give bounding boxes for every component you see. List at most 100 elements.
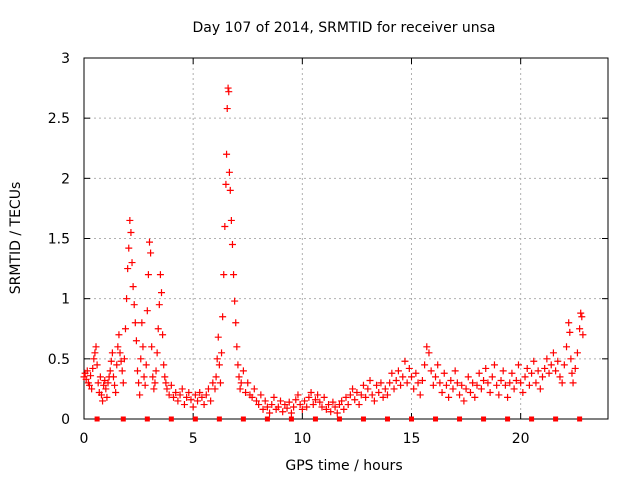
data-point <box>329 398 337 406</box>
data-point <box>568 369 576 377</box>
data-point <box>316 398 324 406</box>
data-point <box>198 393 206 401</box>
data-point <box>93 361 101 369</box>
data-point <box>566 328 574 336</box>
data-point <box>219 313 227 321</box>
data-point <box>227 216 235 224</box>
data-point <box>309 401 317 409</box>
axis-marker <box>505 416 511 422</box>
data-point <box>403 379 411 387</box>
data-point <box>368 391 376 399</box>
data-point <box>121 325 129 333</box>
axis-markers <box>94 416 583 422</box>
data-point <box>388 369 396 377</box>
data-points <box>80 84 587 417</box>
data-point <box>283 404 291 412</box>
data-point <box>135 379 143 387</box>
data-point <box>543 355 551 363</box>
data-point <box>525 381 533 389</box>
data-point <box>366 376 374 384</box>
axis-marker <box>94 416 100 422</box>
x-tick-label: 5 <box>189 431 198 447</box>
data-point <box>133 367 141 375</box>
data-point <box>214 333 222 341</box>
data-point <box>392 376 400 384</box>
data-point <box>131 319 139 327</box>
data-point <box>221 222 229 230</box>
data-point <box>449 385 457 393</box>
data-point <box>259 405 267 413</box>
data-point <box>377 379 385 387</box>
data-point <box>386 379 394 387</box>
data-point <box>451 367 459 375</box>
data-point <box>132 337 140 345</box>
data-point <box>223 105 231 113</box>
data-point <box>152 367 160 375</box>
data-point <box>344 401 352 409</box>
data-point <box>187 396 195 404</box>
data-point <box>305 393 313 401</box>
axis-marker <box>264 416 270 422</box>
data-point <box>301 397 309 405</box>
data-point <box>466 389 474 397</box>
data-point <box>314 391 322 399</box>
data-point <box>554 357 562 365</box>
data-point <box>250 385 258 393</box>
data-point <box>129 283 137 291</box>
data-point <box>495 391 503 399</box>
data-point <box>196 389 204 397</box>
data-point <box>436 379 444 387</box>
axis-marker <box>553 416 559 422</box>
data-point <box>270 393 278 401</box>
data-point <box>453 379 461 387</box>
x-tick-label: 10 <box>293 431 311 447</box>
data-point <box>266 409 274 417</box>
data-point <box>124 265 132 273</box>
data-point <box>274 403 282 411</box>
data-point <box>136 391 144 399</box>
data-point <box>442 381 450 389</box>
data-point <box>488 373 496 381</box>
data-point <box>560 361 568 369</box>
data-point <box>292 396 300 404</box>
data-point <box>379 393 387 401</box>
data-point <box>565 319 573 327</box>
data-point <box>287 409 295 417</box>
y-tick-label: 0.5 <box>48 352 70 368</box>
data-point <box>370 397 378 405</box>
data-point <box>318 403 326 411</box>
data-point <box>311 396 319 404</box>
data-point <box>139 343 147 351</box>
data-point <box>87 372 95 380</box>
data-point <box>216 379 224 387</box>
data-point <box>434 361 442 369</box>
data-point <box>90 355 98 363</box>
data-point <box>174 397 182 405</box>
data-point <box>541 364 549 372</box>
data-point <box>167 381 175 389</box>
data-point <box>115 331 123 339</box>
data-point <box>215 361 223 369</box>
data-point <box>261 397 269 405</box>
data-point <box>279 408 287 416</box>
data-point <box>143 307 151 315</box>
data-point <box>194 397 202 405</box>
data-point <box>425 349 433 357</box>
data-point <box>126 216 134 224</box>
data-point <box>154 325 162 333</box>
data-point <box>331 403 339 411</box>
data-point <box>577 309 585 317</box>
data-point <box>530 357 538 365</box>
data-point <box>410 385 418 393</box>
data-point <box>138 319 146 327</box>
axis-marker <box>216 416 222 422</box>
data-point <box>397 381 405 389</box>
data-point <box>281 401 289 409</box>
axis-marker <box>120 416 126 422</box>
data-point <box>228 241 236 249</box>
data-point <box>233 343 241 351</box>
data-point <box>458 381 466 389</box>
data-point <box>558 379 566 387</box>
data-point <box>263 403 271 411</box>
